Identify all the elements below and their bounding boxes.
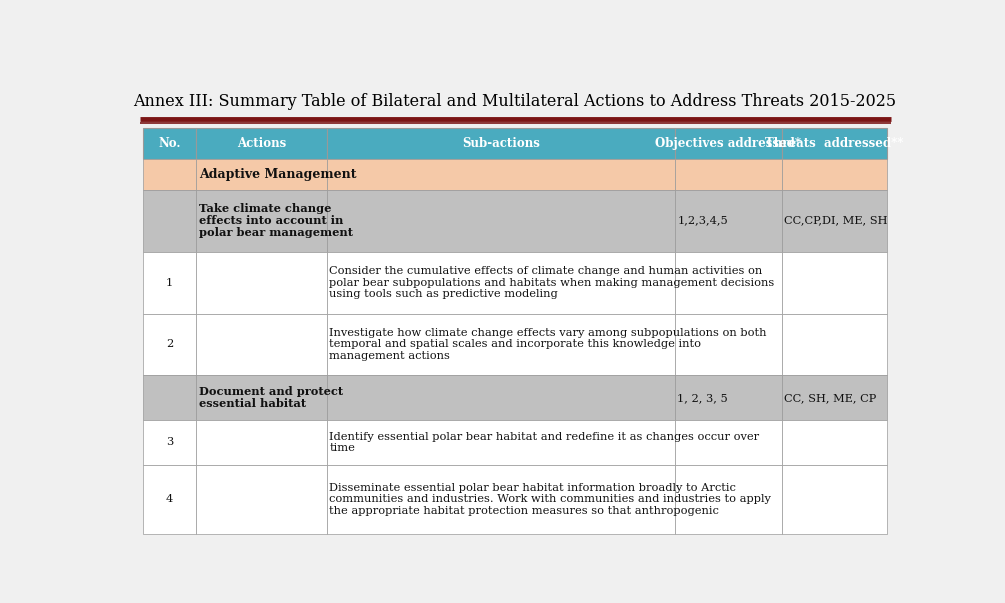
Bar: [675, 190, 782, 251]
Bar: [143, 376, 196, 420]
Bar: [196, 465, 327, 534]
Bar: [196, 159, 327, 190]
Text: Take climate change: Take climate change: [199, 203, 332, 214]
Text: Actions: Actions: [237, 137, 286, 150]
Bar: [327, 159, 675, 190]
Text: using tools such as predictive modeling: using tools such as predictive modeling: [330, 289, 558, 299]
Text: Identify essential polar bear habitat and redefine it as changes occur over: Identify essential polar bear habitat an…: [330, 432, 760, 442]
Bar: [196, 190, 327, 251]
Bar: [196, 376, 327, 420]
Text: 1: 1: [166, 277, 173, 288]
Bar: [675, 420, 782, 465]
Bar: [196, 251, 327, 314]
Bar: [675, 251, 782, 314]
Bar: [327, 420, 675, 465]
Text: Objectives addressed*: Objectives addressed*: [655, 137, 801, 150]
Bar: [782, 128, 887, 159]
Bar: [143, 190, 196, 251]
Bar: [327, 190, 675, 251]
Bar: [675, 314, 782, 376]
Text: CC, SH, ME, CP: CC, SH, ME, CP: [784, 393, 876, 403]
Text: management actions: management actions: [330, 351, 450, 361]
Bar: [782, 159, 887, 190]
Bar: [782, 420, 887, 465]
Bar: [327, 465, 675, 534]
Bar: [196, 314, 327, 376]
Text: Threats  addressed**: Threats addressed**: [766, 137, 903, 150]
Bar: [196, 128, 327, 159]
Text: essential habitat: essential habitat: [199, 398, 307, 409]
Text: Disseminate essential polar bear habitat information broadly to Arctic: Disseminate essential polar bear habitat…: [330, 483, 736, 493]
Bar: [327, 128, 675, 159]
Text: Annex III: Summary Table of Bilateral and Multilateral Actions to Address Threat: Annex III: Summary Table of Bilateral an…: [134, 93, 896, 110]
Bar: [143, 420, 196, 465]
Text: time: time: [330, 443, 355, 453]
Bar: [675, 128, 782, 159]
Text: CC,CP,DI, ME, SH: CC,CP,DI, ME, SH: [784, 216, 887, 226]
Bar: [143, 465, 196, 534]
Text: Document and protect: Document and protect: [199, 387, 344, 397]
Bar: [782, 251, 887, 314]
Text: Sub-actions: Sub-actions: [462, 137, 540, 150]
Bar: [675, 376, 782, 420]
Text: communities and industries. Work with communities and industries to apply: communities and industries. Work with co…: [330, 494, 771, 504]
Text: polar bear management: polar bear management: [199, 227, 353, 238]
Bar: [675, 159, 782, 190]
Bar: [143, 314, 196, 376]
Text: 4: 4: [166, 494, 173, 504]
Bar: [782, 314, 887, 376]
Text: the appropriate habitat protection measures so that anthropogenic: the appropriate habitat protection measu…: [330, 505, 719, 516]
Text: 1,2,3,4,5: 1,2,3,4,5: [677, 216, 728, 226]
Text: polar bear subpopulations and habitats when making management decisions: polar bear subpopulations and habitats w…: [330, 277, 775, 288]
Text: temporal and spatial scales and incorporate this knowledge into: temporal and spatial scales and incorpor…: [330, 339, 701, 350]
Text: Adaptive Management: Adaptive Management: [199, 168, 357, 181]
Text: 1, 2, 3, 5: 1, 2, 3, 5: [677, 393, 728, 403]
Text: 3: 3: [166, 437, 173, 447]
Bar: [143, 159, 196, 190]
Bar: [675, 465, 782, 534]
Bar: [327, 376, 675, 420]
Text: 2: 2: [166, 339, 173, 350]
Text: effects into account in: effects into account in: [199, 215, 344, 226]
Bar: [327, 314, 675, 376]
Text: Investigate how climate change effects vary among subpopulations on both: Investigate how climate change effects v…: [330, 328, 767, 338]
Bar: [143, 128, 196, 159]
Bar: [327, 251, 675, 314]
Text: Consider the cumulative effects of climate change and human activities on: Consider the cumulative effects of clima…: [330, 266, 763, 276]
Bar: [782, 465, 887, 534]
Bar: [782, 376, 887, 420]
Bar: [143, 251, 196, 314]
Bar: [196, 420, 327, 465]
Text: No.: No.: [158, 137, 181, 150]
Bar: [782, 190, 887, 251]
